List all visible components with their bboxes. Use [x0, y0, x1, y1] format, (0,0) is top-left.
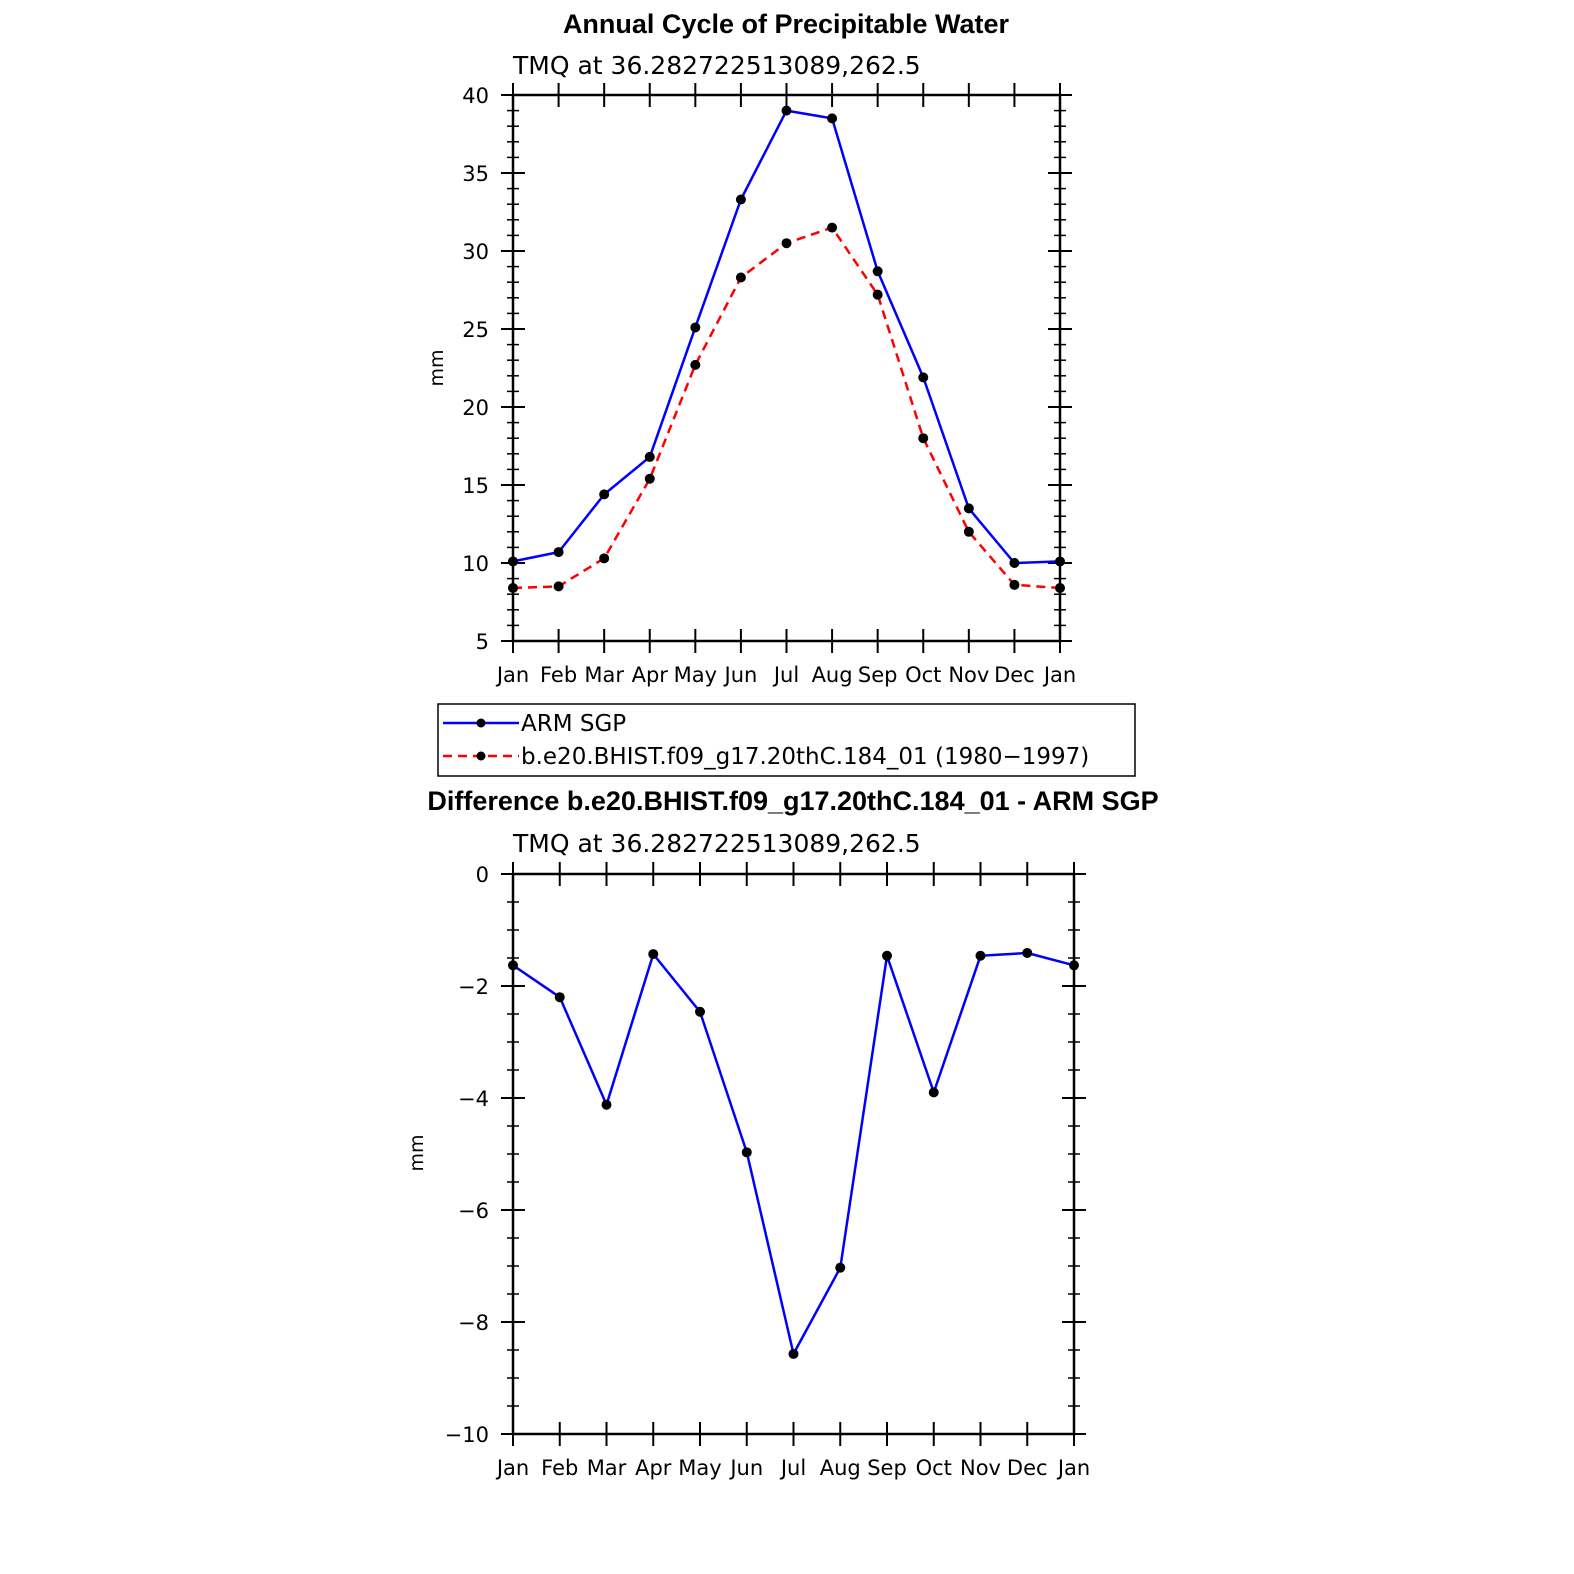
data-point: [882, 950, 892, 961]
legend-marker-model: [476, 751, 486, 761]
x-tick-label: Jan: [1056, 1456, 1090, 1480]
x-tick-label: Jul: [772, 663, 799, 687]
data-point: [601, 1099, 612, 1110]
y-tick-label: −10: [445, 1423, 489, 1447]
legend-entry-model: b.e20.BHIST.f09_g17.20thC.184_01 (1980−1…: [521, 744, 1089, 770]
y-tick-label: −2: [458, 975, 489, 999]
data-point: [928, 1087, 939, 1098]
y-tick-label: 25: [462, 318, 489, 342]
x-tick-label: Jan: [495, 1456, 529, 1480]
y-tick-label: −6: [458, 1199, 489, 1223]
data-point: [508, 582, 518, 593]
y-tick-label: 10: [462, 552, 489, 576]
data-point: [735, 272, 746, 283]
data-point: [690, 359, 701, 370]
x-tick-label: Sep: [858, 663, 898, 687]
x-tick-label: Jan: [495, 663, 529, 687]
data-point: [554, 992, 565, 1003]
difference-chart: Difference b.e20.BHIST.f09_g17.20thC.184…: [406, 786, 1159, 1480]
y-axis-label: mm: [426, 349, 448, 386]
data-point: [918, 372, 929, 383]
data-point: [741, 1147, 752, 1158]
x-tick-label: Apr: [632, 663, 669, 687]
x-tick-label: Feb: [541, 1456, 578, 1480]
x-tick-label: Apr: [635, 1456, 672, 1480]
data-point: [553, 547, 564, 558]
chart-subtitle: TMQ at 36.282722513089,262.5: [512, 51, 921, 80]
x-tick-label: Jun: [723, 663, 758, 687]
x-tick-label: Dec: [994, 663, 1035, 687]
series-line: [512, 226, 1061, 590]
x-tick-label: Jun: [728, 1456, 763, 1480]
x-tick-label: Oct: [916, 1456, 952, 1480]
chart-title: Difference b.e20.BHIST.f09_g17.20thC.184…: [427, 786, 1158, 816]
x-tick-label: Jan: [1042, 663, 1076, 687]
x-tick-label: May: [678, 1456, 721, 1480]
legend: ARM SGP b.e20.BHIST.f09_g17.20thC.184_01…: [437, 703, 1136, 777]
data-point: [695, 1006, 705, 1017]
y-tick-label: 30: [462, 240, 489, 264]
y-axis-label: mm: [406, 1134, 428, 1171]
data-point: [1055, 556, 1065, 567]
x-tick-label: Sep: [867, 1456, 907, 1480]
data-point: [827, 113, 838, 124]
data-point: [1009, 558, 1020, 568]
y-tick-label: 20: [462, 396, 489, 420]
data-point: [1069, 960, 1079, 971]
y-tick-label: −4: [458, 1087, 489, 1111]
series-line: [512, 951, 1075, 1356]
x-tick-label: Nov: [960, 1456, 1001, 1480]
data-point: [1022, 947, 1033, 958]
chart-title: Annual Cycle of Precipitable Water: [563, 9, 1010, 39]
data-point: [781, 105, 792, 116]
annual-cycle-chart: Annual Cycle of Precipitable Water TMQ a…: [426, 9, 1136, 777]
y-tick-label: 15: [462, 474, 489, 498]
y-tick-label: 0: [476, 863, 489, 887]
x-tick-label: Nov: [948, 663, 989, 687]
data-point: [735, 194, 746, 205]
data-point: [508, 960, 518, 971]
plot-frame: [511, 93, 1062, 643]
data-point: [963, 503, 974, 514]
y-tick-label: 35: [462, 162, 489, 186]
series-line: [512, 109, 1061, 565]
x-tick-label: Dec: [1007, 1456, 1048, 1480]
data-point: [918, 433, 929, 444]
data-point: [599, 553, 610, 564]
data-point: [827, 222, 838, 233]
data-point: [788, 1348, 799, 1359]
data-point: [781, 238, 792, 249]
legend-entry-arm-sgp: ARM SGP: [521, 711, 626, 737]
data-point: [835, 1262, 846, 1273]
data-point: [872, 289, 883, 300]
x-tick-label: Mar: [584, 663, 624, 687]
data-point: [963, 526, 974, 537]
data-point: [553, 581, 564, 592]
data-point: [508, 556, 518, 567]
x-tick-label: Aug: [812, 663, 853, 687]
data-point: [690, 322, 701, 333]
data-point: [975, 950, 986, 961]
legend-box: [437, 703, 1136, 777]
legend-marker-arm-sgp: [476, 718, 486, 728]
data-point: [599, 489, 610, 500]
x-tick-label: Feb: [540, 663, 577, 687]
x-tick-label: May: [674, 663, 717, 687]
data-point: [648, 949, 659, 960]
x-tick-label: Aug: [820, 1456, 861, 1480]
data-point: [872, 266, 883, 277]
y-tick-label: 5: [476, 630, 489, 654]
data-point: [644, 473, 655, 484]
y-tick-label: −8: [458, 1311, 489, 1335]
data-point: [1009, 579, 1020, 590]
x-tick-label: Mar: [587, 1456, 627, 1480]
x-tick-label: Jul: [779, 1456, 806, 1480]
data-point: [1055, 582, 1065, 593]
y-tick-label: 40: [462, 84, 489, 108]
chart-subtitle: TMQ at 36.282722513089,262.5: [512, 829, 921, 858]
x-tick-label: Oct: [905, 663, 941, 687]
data-point: [644, 451, 655, 462]
